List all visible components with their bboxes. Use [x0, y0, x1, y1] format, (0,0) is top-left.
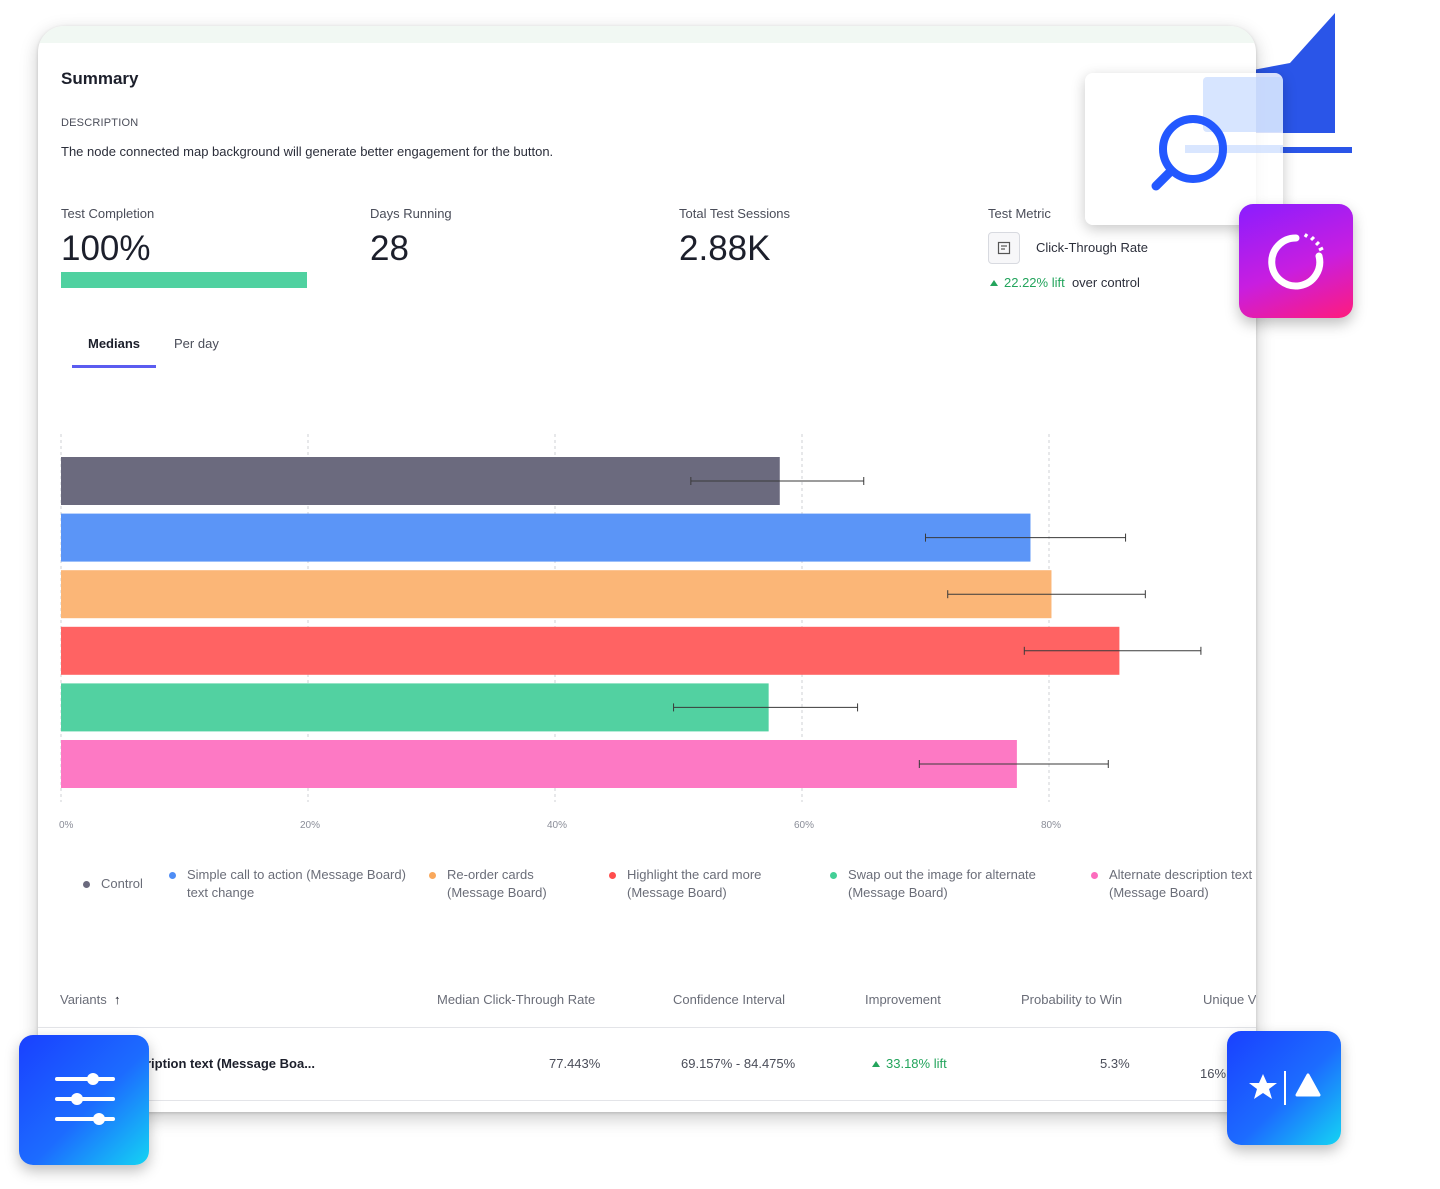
column-header-variants[interactable]: Variants ↑ — [60, 992, 120, 1007]
legend-dot — [169, 872, 176, 879]
row-improvement: 33.18% lift — [872, 1056, 947, 1071]
lift-suffix: over control — [1071, 275, 1140, 290]
loading-icon — [1268, 233, 1324, 290]
description-label: DESCRIPTION — [61, 117, 139, 129]
legend-item[interactable]: Alternate description text (Message Board… — [1091, 866, 1252, 902]
medians-bar-chart: 0% 20% 40% 60% 80% — [59, 434, 1202, 831]
legend-item[interactable]: Highlight the card more (Message Board) — [609, 866, 761, 902]
legend-label: Re-order cards (Message Board) — [447, 867, 547, 900]
bar — [61, 683, 769, 732]
stat-label: Test Completion — [61, 206, 155, 221]
legend-item[interactable]: Re-order cards (Message Board) — [429, 866, 547, 902]
bar — [61, 626, 1120, 675]
page-title: Summary — [61, 69, 139, 88]
lift-value: 22.22% lift — [1004, 275, 1065, 290]
x-tick-label: 20% — [300, 820, 320, 831]
legend-item[interactable]: Swap out the image for alternate (Message… — [830, 866, 1036, 902]
chart-legend: Control Simple call to action (Message Bo… — [83, 866, 1256, 906]
stat-label: Total Test Sessions — [679, 206, 791, 221]
column-header-confidence[interactable]: Confidence Interval — [673, 992, 786, 1007]
stat-test-completion: Test Completion 100% — [61, 206, 154, 266]
card-top-strip — [38, 26, 1256, 43]
summary-card: Summary DESCRIPTION The node connected m… — [38, 26, 1256, 1112]
description-text: The node connected map background will g… — [61, 144, 554, 159]
x-tick-label: 80% — [1041, 820, 1061, 831]
row-unique: 16% — [1200, 1066, 1227, 1081]
stat-label: Test Metric — [988, 206, 1051, 221]
sort-arrow-icon[interactable]: ↑ — [113, 992, 121, 1007]
stat-value: 100% — [61, 229, 151, 268]
stat-total-sessions: Total Test Sessions 2.88K — [679, 206, 790, 266]
sliders-icon — [55, 1073, 115, 1125]
row-confidence: 69.157% - 84.475% — [681, 1056, 796, 1071]
legend-dot — [429, 872, 436, 879]
chart-tabs: Medians Per day — [72, 334, 235, 368]
improvement-value: 33.18% lift — [886, 1056, 947, 1071]
legend-dot — [1091, 872, 1098, 879]
legend-label: Simple call to action (Message Board) tex… — [187, 867, 406, 900]
row-median: 77.443% — [549, 1056, 601, 1071]
legend-item[interactable]: Simple call to action (Message Board) tex… — [169, 866, 406, 902]
column-header-median[interactable]: Median Click-Through Rate — [437, 992, 596, 1007]
legend-label: Highlight the card more (Message Board) — [627, 867, 762, 900]
rating-badge — [1227, 1031, 1341, 1145]
tab-per-day[interactable]: Per day — [174, 336, 219, 351]
tab-medians[interactable]: Medians — [72, 334, 157, 368]
x-tick-label: 60% — [794, 820, 814, 831]
star-triangle-icon — [1249, 1071, 1321, 1105]
bar — [61, 570, 1052, 619]
x-tick-label: 40% — [547, 820, 567, 831]
legend-label: Alternate description text (Message Board… — [1109, 867, 1253, 900]
bar — [61, 513, 1031, 562]
bar — [61, 457, 780, 505]
loader-badge — [1239, 204, 1353, 318]
filter-badge — [19, 1035, 149, 1165]
stat-test-metric: Test Metric — [988, 206, 1051, 221]
divider — [38, 1100, 1256, 1101]
search-icon — [1151, 77, 1283, 191]
column-header-improvement[interactable]: Improvement — [865, 992, 941, 1007]
arrow-up-icon — [872, 1061, 880, 1067]
row-probability: 5.3% — [1100, 1056, 1130, 1071]
stat-label: Days Running — [370, 206, 452, 221]
column-header-unique[interactable]: Unique V — [1203, 992, 1256, 1007]
stat-value: 2.88K — [679, 229, 771, 268]
progress-fill — [61, 272, 307, 288]
bar — [61, 740, 1017, 788]
legend-item[interactable]: Control — [83, 875, 143, 893]
legend-label: Swap out the image for alternate (Message… — [848, 867, 1036, 900]
metric-lift: 22.22% lift over control — [990, 275, 1140, 290]
stat-value: 28 — [370, 229, 409, 268]
metric-name: Click-Through Rate — [1036, 240, 1148, 255]
metric-icon — [988, 232, 1020, 264]
legend-dot — [830, 872, 837, 879]
arrow-up-icon — [990, 280, 998, 286]
legend-dot — [609, 872, 616, 879]
column-header-label: Variants — [60, 992, 107, 1007]
completion-progress-bar — [61, 272, 307, 288]
search-badge — [1085, 73, 1283, 225]
stat-days-running: Days Running 28 — [370, 206, 452, 266]
divider — [38, 1027, 1256, 1028]
x-tick-label: 0% — [59, 820, 74, 831]
legend-label: Control — [101, 876, 143, 891]
row-variant-name[interactable]: ription text (Message Boa... — [146, 1056, 316, 1071]
legend-dot — [83, 881, 90, 888]
column-header-probability[interactable]: Probability to Win — [1021, 992, 1123, 1007]
